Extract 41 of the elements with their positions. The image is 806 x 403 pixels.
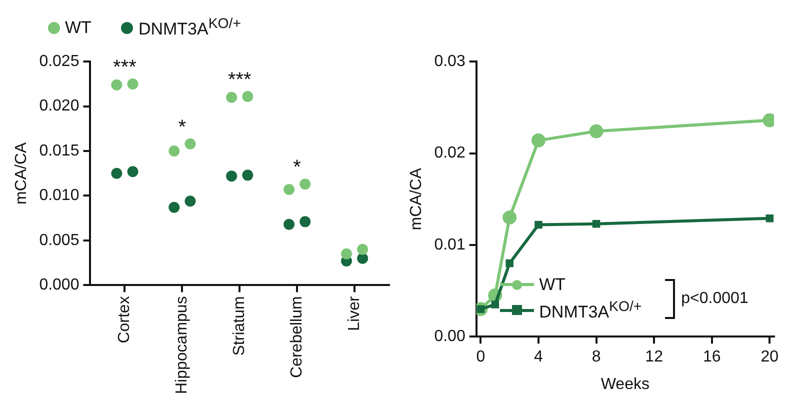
y-tick-label: 0.03 bbox=[434, 53, 466, 70]
x-axis-title: Weeks bbox=[600, 376, 650, 393]
y-tick-label: 0.015 bbox=[39, 142, 80, 160]
y-tick-label: 0.000 bbox=[39, 276, 80, 294]
y-tick-label: 0.010 bbox=[39, 187, 80, 204]
x-tick-label: Cortex bbox=[116, 296, 134, 344]
y-axis-title: mCA/CA bbox=[13, 142, 30, 205]
y-tick-label: 0.02 bbox=[434, 144, 466, 162]
point bbox=[589, 124, 604, 138]
y-tick-label: 0.005 bbox=[39, 232, 80, 249]
point bbox=[502, 210, 517, 224]
point bbox=[592, 220, 600, 228]
x-tick-label: 0 bbox=[476, 348, 486, 366]
y-tick-label: 0.020 bbox=[39, 98, 80, 115]
x-tick-label: Liver bbox=[346, 296, 363, 331]
legend-label: DNMT3A$^{KO/+}$ bbox=[539, 298, 642, 322]
x-tick-label: Hippocampus bbox=[174, 296, 191, 394]
x-tick-label: Cerebellum bbox=[288, 296, 306, 378]
y-tick-label: 0.01 bbox=[434, 236, 466, 254]
legend-label: WT bbox=[65, 18, 92, 38]
legend-label: WT bbox=[539, 274, 566, 295]
x-tick-label: Striatum bbox=[231, 296, 248, 356]
annotation: * bbox=[178, 116, 186, 138]
x-tick-label: 8 bbox=[592, 348, 601, 366]
y-axis-title: mCA/CA bbox=[408, 168, 426, 230]
point bbox=[491, 300, 500, 308]
y-tick-label: 0.00 bbox=[434, 328, 466, 346]
x-tick-label: 12 bbox=[645, 348, 664, 366]
legend-label: DNMT3A$^{KO/+}$ bbox=[138, 16, 241, 40]
annotation: p<0.0001 bbox=[681, 290, 748, 308]
point bbox=[506, 259, 514, 268]
point bbox=[534, 220, 542, 229]
annotation: *** bbox=[113, 56, 137, 78]
x-tick-label: 4 bbox=[534, 348, 544, 366]
annotation: * bbox=[293, 156, 302, 179]
annotation: *** bbox=[228, 68, 252, 91]
y-tick-label: 0.025 bbox=[39, 53, 80, 70]
point bbox=[531, 133, 546, 148]
x-tick-label: 16 bbox=[702, 348, 721, 366]
point bbox=[766, 214, 774, 222]
x-tick-label: 20 bbox=[760, 348, 779, 366]
